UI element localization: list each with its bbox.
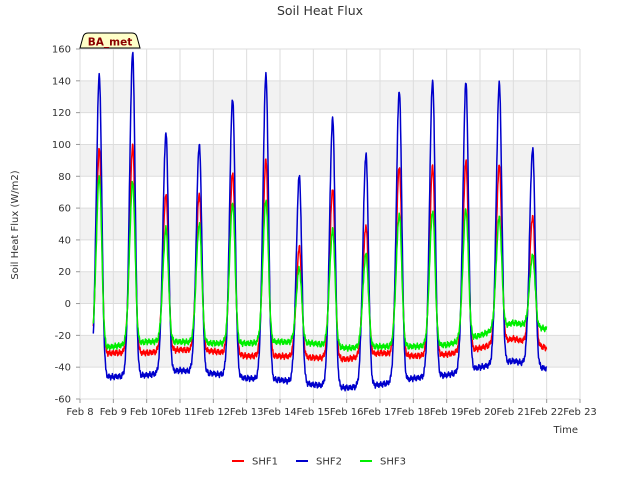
x-tick-label: Feb 15: [297, 407, 331, 418]
y-tick-label: 60: [58, 204, 71, 215]
series-line-shf3: [92, 175, 548, 352]
x-tick-label: Feb 13: [230, 407, 264, 418]
x-tick-label: Feb 10: [130, 407, 164, 418]
x-tick-label: Feb 20: [463, 407, 497, 418]
y-tick-label: 80: [58, 172, 71, 183]
legend-label-shf2: SHF2: [316, 457, 342, 468]
series-line-shf2: [92, 51, 548, 392]
y-tick-label: 0: [65, 299, 71, 310]
legend-label-shf1: SHF1: [252, 457, 278, 468]
y-tick-label: 20: [58, 267, 71, 278]
x-axis-label: Time: [553, 425, 578, 436]
x-axis-ticks: Feb 8 Feb 9 Feb 10 Feb 11 Feb 12 Feb 13 Feb 14…: [66, 399, 597, 418]
series-lines: [92, 51, 548, 392]
grid-band: [80, 80, 580, 113]
badge-label: BA_met: [88, 37, 132, 49]
site-badge: BA_met: [79, 32, 141, 49]
x-tick-label: Feb 16: [330, 407, 364, 418]
y-tick-label: -60: [55, 395, 71, 406]
y-tick-label: 120: [52, 108, 71, 119]
y-tick-label: -40: [55, 363, 71, 374]
x-tick-label: Feb 11: [163, 407, 197, 418]
x-tick-label: Feb 23: [563, 407, 597, 418]
y-tick-label: 160: [52, 45, 71, 56]
y-axis-label: Soil Heat Flux (W/m2): [10, 170, 21, 279]
x-tick-label: Feb 14: [263, 407, 297, 418]
x-tick-label: Feb 18: [397, 407, 431, 418]
grid-band: [80, 335, 580, 368]
x-tick-label: Feb 8: [66, 407, 93, 418]
x-tick-label: Feb 19: [430, 407, 464, 418]
x-tick-label: Feb 17: [363, 407, 397, 418]
legend: SHF1 SHF2 SHF3: [232, 457, 406, 468]
y-tick-label: 40: [58, 235, 71, 246]
x-tick-label: Feb 21: [497, 407, 531, 418]
y-tick-label: 140: [52, 76, 71, 87]
y-tick-label: 100: [52, 140, 71, 151]
x-tick-label: Feb 22: [530, 407, 564, 418]
x-tick-label: Feb 12: [197, 407, 231, 418]
legend-label-shf3: SHF3: [380, 457, 406, 468]
y-axis-ticks: -60 -40 -20 0 20 40 60 80 100 120 140 160: [52, 45, 80, 406]
x-tick-label: Feb 9: [100, 407, 127, 418]
badge-box: [79, 32, 141, 49]
y-tick-label: -20: [55, 331, 71, 342]
chart-title: Soil Heat Flux: [277, 3, 363, 18]
